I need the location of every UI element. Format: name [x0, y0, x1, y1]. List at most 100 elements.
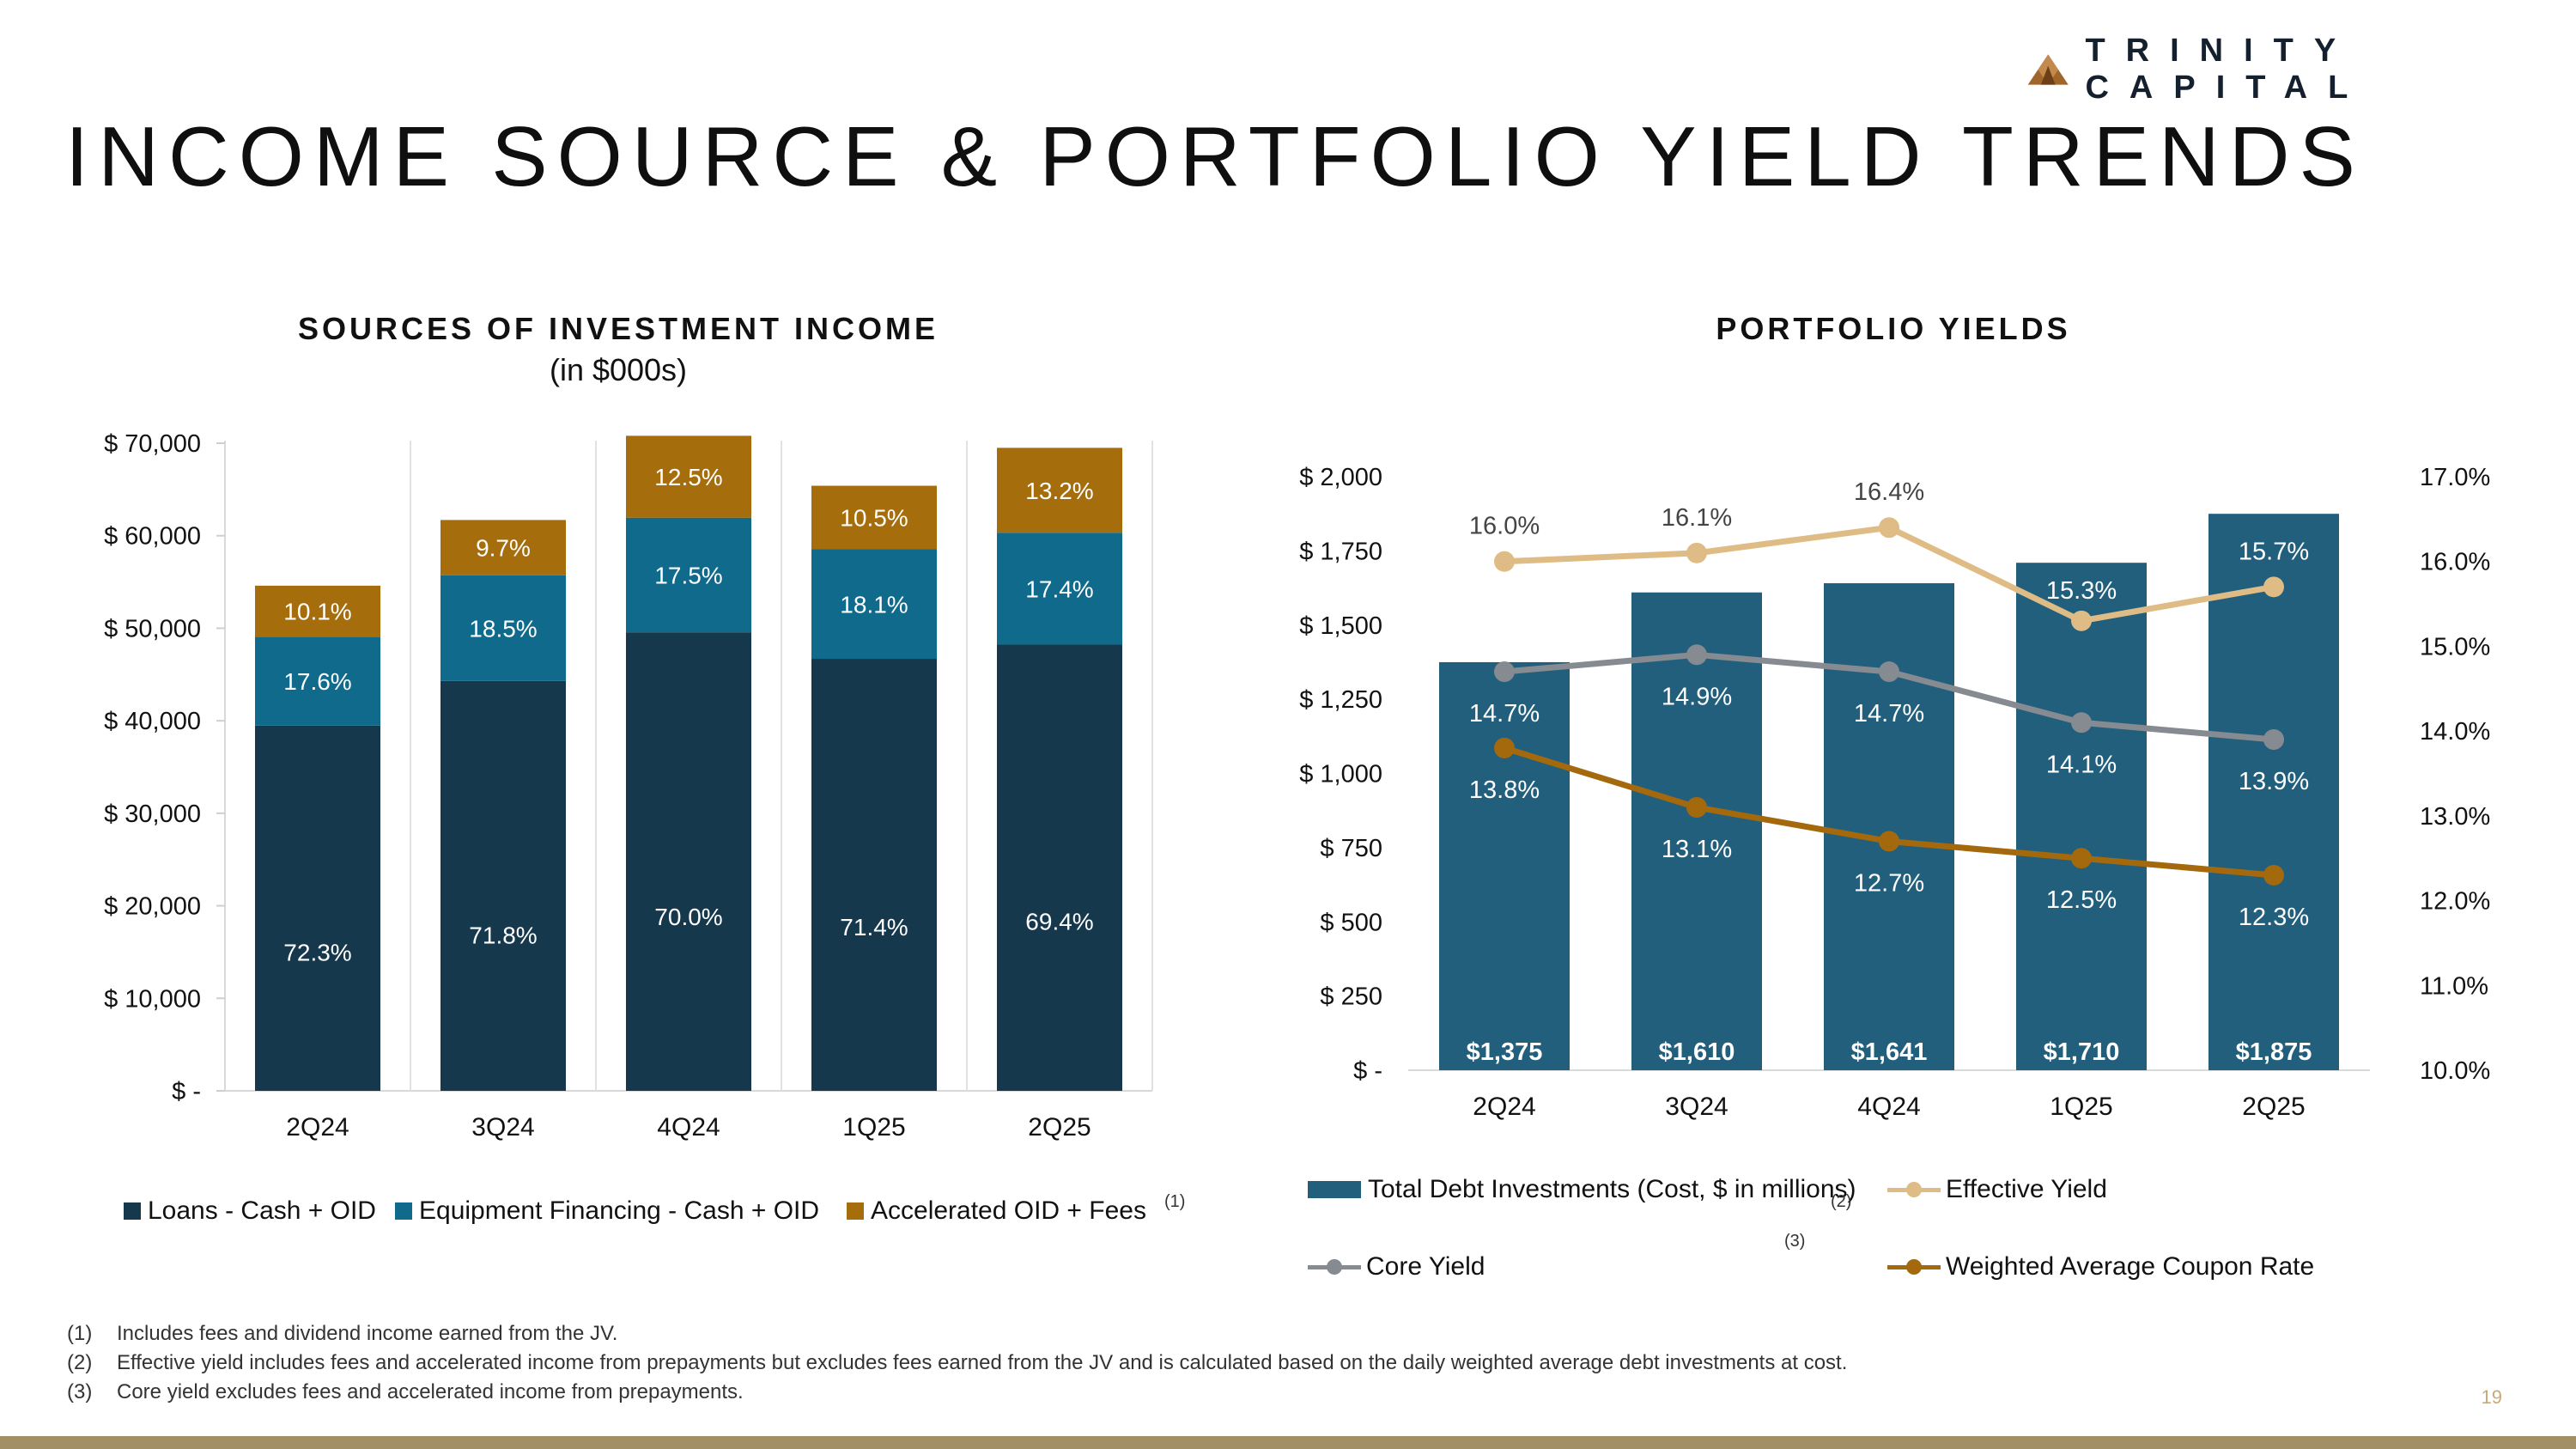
income-x-tick-label: 2Q24 — [286, 1113, 349, 1142]
point-core-1Q25 — [2071, 712, 2092, 734]
yields-left-tick-label: $ 2,000 — [1299, 464, 1382, 491]
label-effective-3Q24: 16.1% — [1662, 504, 1732, 532]
legend-swatch-equipment — [395, 1202, 412, 1220]
bar-label-accelerated-4Q24: 12.5% — [654, 464, 722, 490]
yields-right-tick-label: 10.0% — [2420, 1057, 2490, 1085]
legend-label-core-yield: Core Yield — [1366, 1252, 1485, 1281]
yields-x-tick-label: 2Q24 — [1473, 1093, 1535, 1121]
label-core-3Q24: 14.9% — [1662, 683, 1732, 710]
point-core-2Q24 — [1494, 661, 1515, 683]
label-effective-2Q24: 16.0% — [1469, 513, 1540, 540]
bar-loans-1Q25 — [811, 659, 937, 1091]
income-y-tick-label: $ 40,000 — [104, 708, 201, 735]
yields-left-tick-label: $ 1,250 — [1299, 686, 1382, 714]
point-effective-2Q24 — [1494, 551, 1515, 572]
income-x-tick-label: 1Q25 — [842, 1113, 905, 1142]
bar-label-equipment-2Q24: 17.6% — [283, 668, 351, 695]
label-core-2Q25: 13.9% — [2239, 768, 2309, 795]
yields-right-tick-label: 16.0% — [2420, 549, 2490, 576]
bar-loans-4Q24 — [626, 632, 751, 1091]
label-core-2Q24: 14.7% — [1469, 700, 1540, 728]
logo-text: TRINITY CAPITAL — [2085, 33, 2369, 106]
legend-label-accelerated: Accelerated OID + Fees — [871, 1196, 1146, 1225]
debt-bar-4Q24 — [1824, 583, 1954, 1070]
bar-label-accelerated-1Q25: 10.5% — [840, 505, 908, 532]
debt-bar-2Q24 — [1439, 661, 1570, 1070]
bar-label-loans-1Q25: 71.4% — [840, 914, 908, 941]
legend-swatch-effective-yield — [1887, 1181, 1941, 1198]
bar-label-equipment-1Q25: 18.1% — [840, 591, 908, 618]
bar-label-equipment-3Q24: 18.5% — [469, 615, 537, 642]
yields-left-tick-label: $ 750 — [1320, 835, 1382, 862]
bar-equipment-2Q24 — [255, 636, 380, 726]
legend-label-equipment: Equipment Financing - Cash + OID — [419, 1196, 820, 1225]
legend-label-coupon-rate: Weighted Average Coupon Rate — [1946, 1252, 2315, 1281]
debt-bar-label-2Q25: $1,875 — [2236, 1038, 2312, 1066]
yields-x-tick-label: 3Q24 — [1665, 1093, 1728, 1121]
bar-loans-2Q24 — [255, 725, 380, 1091]
income-y-tick-label: $ 60,000 — [104, 523, 201, 551]
page-title: INCOME SOURCE & PORTFOLIO YIELD TRENDS — [65, 109, 2365, 204]
point-coupon-2Q24 — [1494, 737, 1515, 758]
bar-accelerated-1Q25 — [811, 485, 937, 550]
point-coupon-2Q25 — [2263, 864, 2284, 886]
legend-footnote-2: (2) — [1831, 1192, 1852, 1211]
bar-equipment-4Q24 — [626, 517, 751, 633]
yields-right-tick-label: 13.0% — [2420, 803, 2490, 831]
point-core-3Q24 — [1686, 644, 1707, 666]
bar-accelerated-3Q24 — [440, 520, 566, 575]
label-effective-4Q24: 16.4% — [1854, 478, 1924, 506]
label-effective-2Q25: 15.7% — [2239, 538, 2309, 565]
bar-accelerated-2Q25 — [997, 447, 1122, 533]
legend-item-equipment: Equipment Financing - Cash + OID — [395, 1196, 819, 1226]
point-effective-2Q25 — [2263, 576, 2284, 598]
point-coupon-3Q24 — [1686, 796, 1707, 818]
legend-swatch-core-yield — [1308, 1258, 1361, 1275]
income-x-tick-label: 2Q25 — [1028, 1113, 1091, 1142]
debt-bar-label-1Q25: $1,710 — [2044, 1038, 2120, 1066]
debt-bar-3Q24 — [1631, 592, 1762, 1070]
yields-left-tick-label: $ 1,500 — [1299, 612, 1382, 640]
income-y-tick-label: $ 70,000 — [104, 430, 201, 458]
footnote-2: (2) Effective yield includes fees and acc… — [67, 1351, 1848, 1374]
income-y-tick-label: $ 50,000 — [104, 615, 201, 642]
triangle-logo-icon — [2027, 54, 2069, 85]
point-effective-3Q24 — [1686, 542, 1707, 563]
bar-label-equipment-4Q24: 17.5% — [654, 562, 722, 588]
yields-x-tick-label: 1Q25 — [2050, 1093, 2112, 1121]
bar-label-equipment-2Q25: 17.4% — [1025, 575, 1093, 602]
legend-footnote-3: (3) — [1784, 1232, 1806, 1251]
bar-equipment-3Q24 — [440, 575, 566, 681]
label-core-4Q24: 14.7% — [1854, 700, 1924, 728]
legend-swatch-debt-investments — [1308, 1181, 1361, 1198]
legend-label-loans: Loans - Cash + OID — [148, 1196, 376, 1225]
bottom-accent-bar — [0, 1436, 2576, 1449]
legend-swatch-coupon-rate — [1887, 1258, 1941, 1275]
trinity-capital-logo: TRINITY CAPITAL — [2026, 33, 2576, 106]
income-y-tick-label: $ - — [172, 1078, 201, 1105]
yields-right-tick-label: 12.0% — [2420, 888, 2490, 916]
bar-accelerated-4Q24 — [626, 435, 751, 518]
income-y-tick-label: $ 20,000 — [104, 893, 201, 921]
legend-item-loans: Loans - Cash + OID — [124, 1196, 376, 1226]
debt-bar-label-2Q24: $1,375 — [1467, 1038, 1543, 1066]
income-chart-title: SOURCES OF INVESTMENT INCOME — [297, 311, 939, 346]
label-coupon-2Q24: 13.8% — [1469, 776, 1540, 804]
legend-label-debt-investments: Total Debt Investments (Cost, $ in milli… — [1368, 1175, 1856, 1203]
legend-footnote-1: (1) — [1164, 1192, 1186, 1211]
bar-label-loans-4Q24: 70.0% — [654, 904, 722, 930]
bar-loans-3Q24 — [440, 680, 566, 1091]
bar-equipment-2Q25 — [997, 533, 1122, 645]
yields-left-tick-label: $ 1,000 — [1299, 761, 1382, 788]
yields-right-tick-label: 17.0% — [2420, 464, 2490, 491]
yields-left-tick-label: $ 500 — [1320, 909, 1382, 936]
income-x-tick-label: 4Q24 — [657, 1113, 720, 1142]
label-core-1Q25: 14.1% — [2046, 751, 2117, 778]
yields-left-tick-label: $ 250 — [1320, 983, 1382, 1011]
legend-swatch-loans — [124, 1202, 141, 1220]
legend-item-coupon-rate: Weighted Average Coupon Rate — [1887, 1252, 2314, 1282]
debt-bar-2Q25 — [2208, 514, 2339, 1070]
point-coupon-4Q24 — [1879, 831, 1899, 852]
